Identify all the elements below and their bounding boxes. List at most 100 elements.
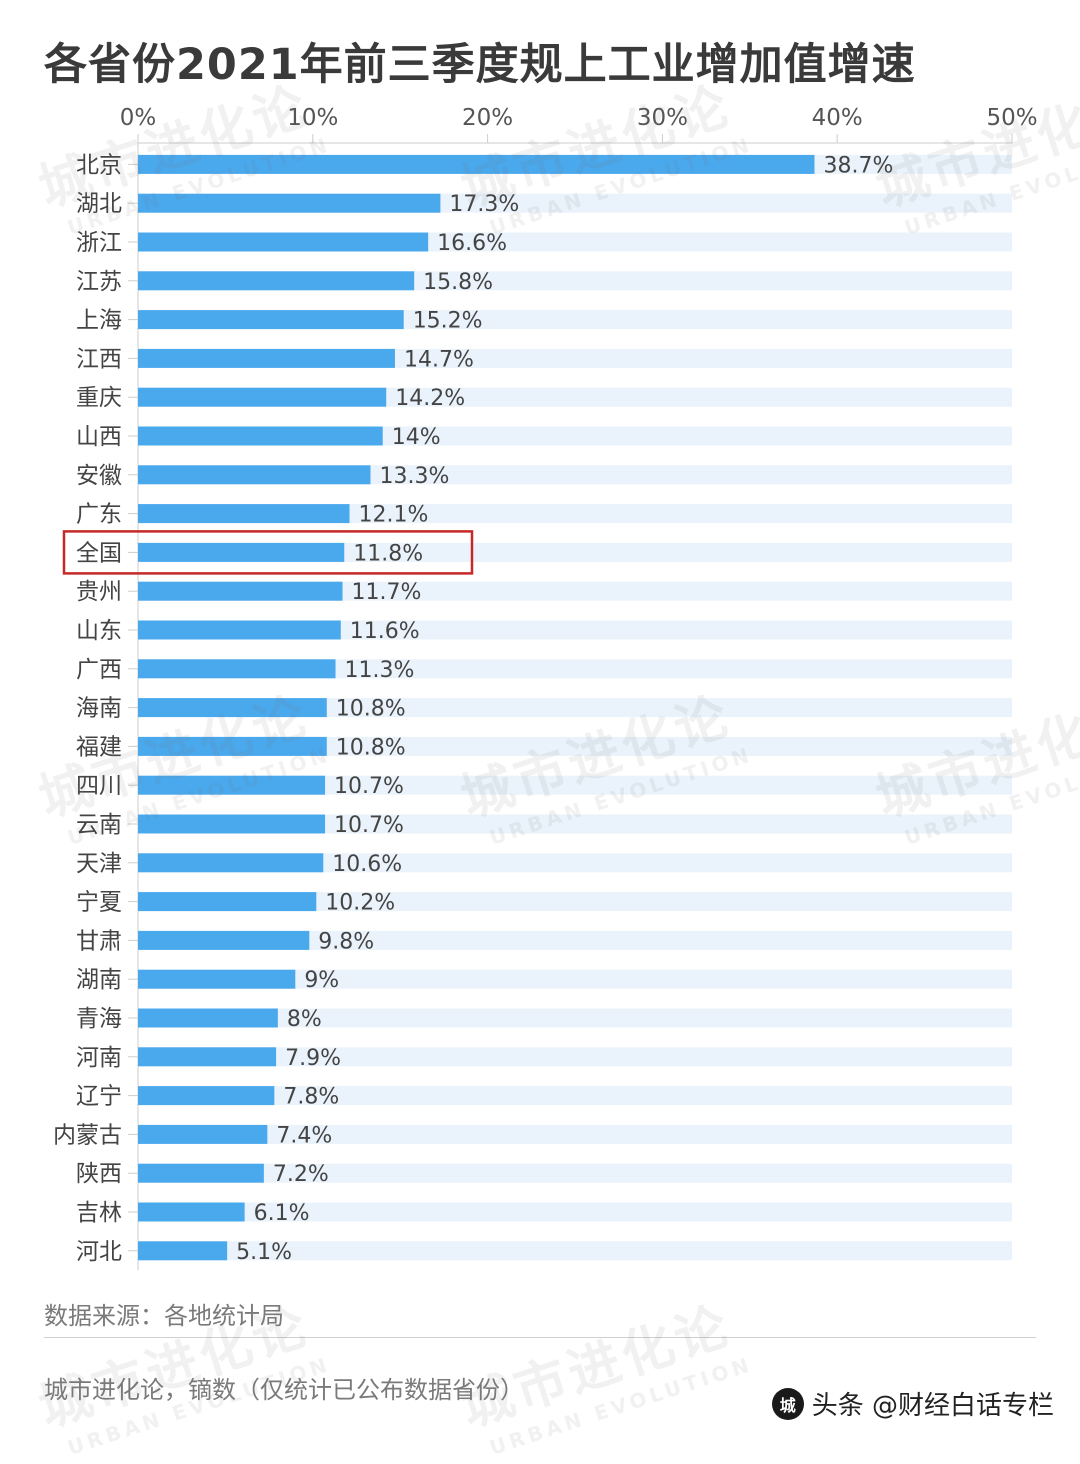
bar bbox=[138, 271, 415, 291]
bar bbox=[138, 193, 441, 213]
category-label: 江苏 bbox=[76, 269, 122, 295]
data-label: 9% bbox=[304, 968, 339, 993]
data-label: 11.3% bbox=[345, 658, 415, 683]
bar-track bbox=[138, 736, 1012, 756]
category-label: 云南 bbox=[76, 812, 122, 838]
data-label: 16.6% bbox=[437, 231, 507, 256]
category-label: 宁夏 bbox=[76, 890, 122, 916]
bar-track bbox=[138, 504, 1012, 524]
credit-text: 城市进化论，镝数（仅统计已公布数据省份） bbox=[44, 1376, 524, 1404]
category-label: 天津 bbox=[76, 851, 122, 877]
x-tick-label: 40% bbox=[812, 105, 863, 131]
bar bbox=[138, 1241, 228, 1261]
data-label: 10.7% bbox=[334, 813, 404, 838]
data-label: 10.2% bbox=[325, 891, 395, 916]
data-label: 11.8% bbox=[353, 541, 423, 566]
data-label: 17.3% bbox=[449, 192, 519, 217]
category-label: 重庆 bbox=[76, 385, 122, 411]
category-label: 上海 bbox=[76, 308, 122, 334]
category-label: 北京 bbox=[76, 152, 122, 178]
data-label: 10.7% bbox=[334, 774, 404, 799]
chart-title: 各省份2021年前三季度规上工业增加值增速 bbox=[44, 40, 916, 90]
bar bbox=[138, 504, 350, 524]
bar bbox=[138, 426, 383, 446]
x-tick-label: 10% bbox=[287, 105, 338, 131]
bar bbox=[138, 1124, 268, 1144]
data-label: 38.7% bbox=[823, 153, 893, 178]
brand-text: 头条 @财经白话专栏 bbox=[811, 1391, 1054, 1421]
category-label: 青海 bbox=[76, 1006, 122, 1032]
data-label: 14% bbox=[392, 425, 441, 450]
bar-track bbox=[138, 930, 1012, 950]
category-label: 广西 bbox=[76, 657, 122, 683]
highlight-box bbox=[62, 530, 474, 575]
category-label: 湖南 bbox=[76, 967, 122, 993]
bar-chart: 0% 10% 20% 30% 40% 50% 北京 38.7% 湖北 17.3% 浙江 16.6% 江苏… bbox=[53, 105, 1038, 1271]
bar bbox=[138, 581, 343, 601]
bar bbox=[138, 1163, 264, 1183]
x-tick-label: 0% bbox=[120, 105, 157, 131]
category-label: 贵州 bbox=[76, 579, 122, 605]
divider bbox=[44, 1337, 1036, 1338]
data-label: 14.2% bbox=[395, 386, 465, 411]
category-label: 陕西 bbox=[76, 1161, 122, 1187]
bar bbox=[138, 930, 310, 950]
data-label: 10.8% bbox=[336, 697, 406, 722]
category-label: 内蒙古 bbox=[53, 1122, 122, 1148]
category-label: 四川 bbox=[76, 773, 122, 799]
bar bbox=[138, 969, 296, 989]
bar-track bbox=[138, 1202, 1012, 1222]
bar-track bbox=[138, 698, 1012, 718]
data-label: 11.6% bbox=[350, 619, 420, 644]
category-label: 山东 bbox=[76, 618, 122, 644]
bar bbox=[138, 310, 404, 330]
bar bbox=[138, 736, 327, 756]
category-label: 辽宁 bbox=[76, 1084, 122, 1110]
data-label: 15.8% bbox=[423, 270, 493, 295]
category-label: 河南 bbox=[76, 1045, 122, 1071]
category-label: 江西 bbox=[76, 346, 122, 372]
bar bbox=[138, 542, 345, 562]
bar-track bbox=[138, 659, 1012, 679]
data-label: 10.6% bbox=[332, 852, 402, 877]
bar bbox=[138, 698, 327, 718]
category-label: 海南 bbox=[76, 696, 122, 722]
data-label: 7.9% bbox=[285, 1046, 341, 1071]
data-label: 12.1% bbox=[359, 503, 429, 528]
data-source: 数据来源：各地统计局 bbox=[44, 1302, 284, 1330]
bar bbox=[138, 154, 815, 174]
bar bbox=[138, 348, 395, 368]
category-label: 广东 bbox=[76, 502, 122, 528]
data-label: 6.1% bbox=[254, 1201, 310, 1226]
bar-track bbox=[138, 620, 1012, 640]
category-label: 全国 bbox=[76, 540, 122, 566]
bar bbox=[138, 814, 326, 834]
bar-track bbox=[138, 775, 1012, 795]
category-label: 甘肃 bbox=[76, 928, 122, 954]
data-label: 15.2% bbox=[413, 309, 483, 334]
category-label: 山西 bbox=[76, 424, 122, 450]
data-label: 11.7% bbox=[352, 580, 422, 605]
x-tick-label: 30% bbox=[637, 105, 688, 131]
data-label: 10.8% bbox=[336, 735, 406, 760]
category-label: 安徽 bbox=[76, 463, 122, 489]
bar-track bbox=[138, 581, 1012, 601]
bar bbox=[138, 892, 317, 912]
data-label: 8% bbox=[287, 1007, 322, 1032]
bar bbox=[138, 659, 336, 679]
category-label: 吉林 bbox=[76, 1200, 122, 1226]
bar bbox=[138, 620, 341, 640]
category-label: 福建 bbox=[76, 734, 122, 760]
bar bbox=[138, 775, 326, 795]
bar-track bbox=[138, 1124, 1012, 1144]
bar bbox=[138, 1047, 277, 1067]
data-label: 7.4% bbox=[276, 1123, 332, 1148]
bar bbox=[138, 1202, 245, 1222]
category-label: 湖北 bbox=[76, 191, 122, 217]
bar bbox=[138, 1086, 275, 1106]
bar-track bbox=[138, 814, 1012, 834]
category-label: 河北 bbox=[76, 1239, 122, 1265]
bar-track bbox=[138, 892, 1012, 912]
bar bbox=[138, 465, 371, 485]
footer-brand[interactable]: 城 头条 @财经白话专栏 bbox=[771, 1385, 1054, 1422]
